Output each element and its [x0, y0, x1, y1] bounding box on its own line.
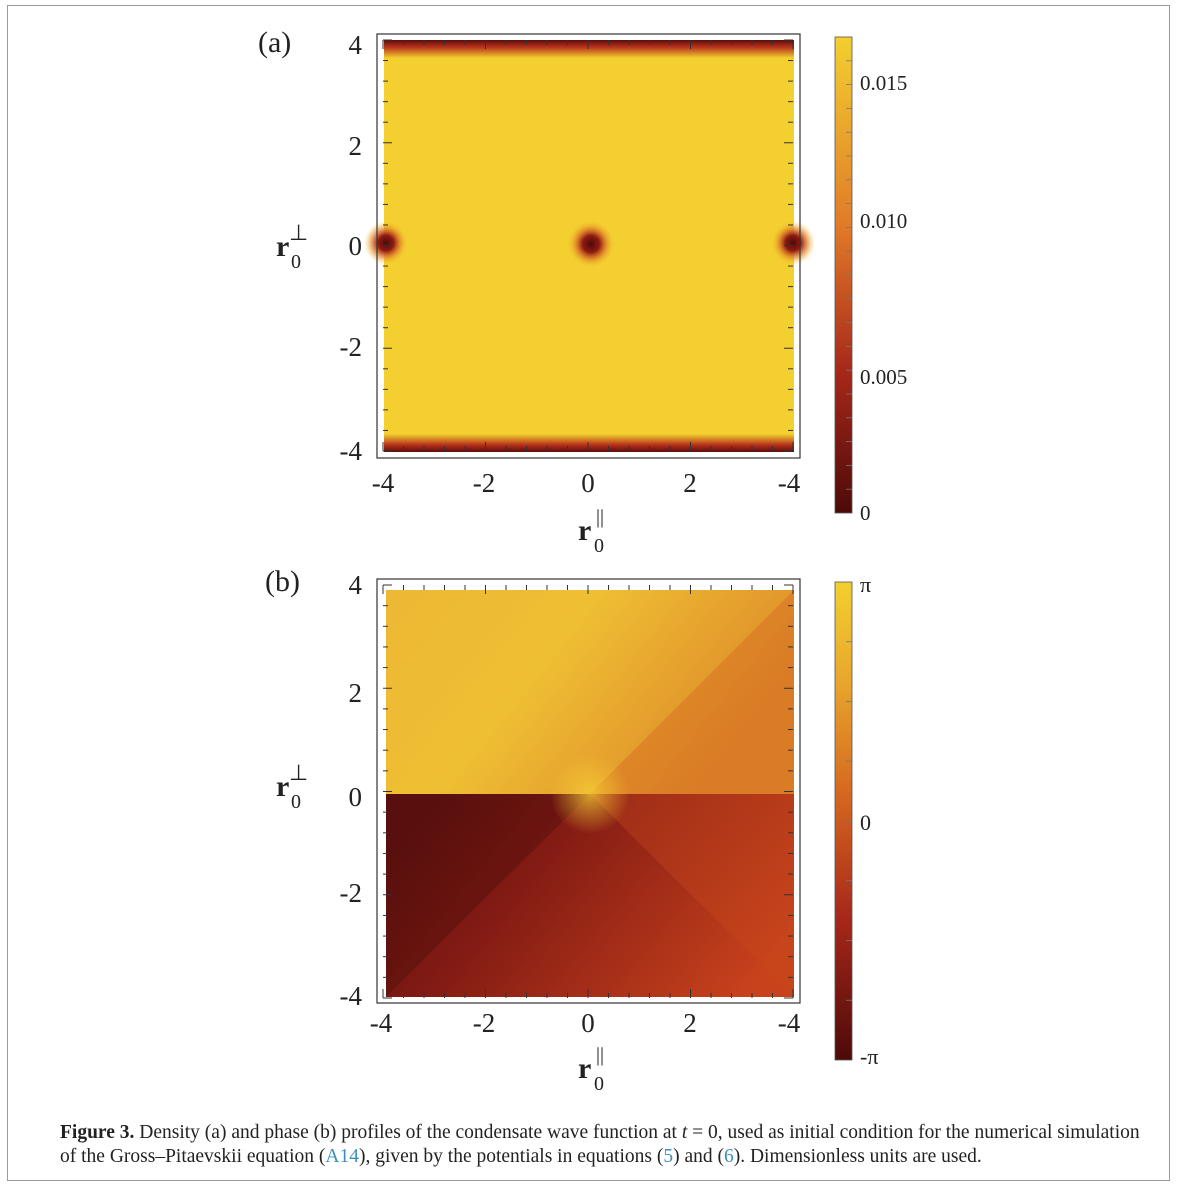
x-tick: -4 [370, 1008, 393, 1038]
caption-text: ) and ( [673, 1146, 724, 1167]
colorbar-tick: 0.015 [860, 71, 907, 95]
colorbar-tick: 0 [860, 810, 871, 835]
panel-b-x-ticks: -4 -2 0 2 -4 [370, 1008, 801, 1038]
x-tick: -2 [473, 468, 496, 498]
caption-text: ). Dimensionless units are used. [733, 1146, 982, 1167]
x-tick: 0 [581, 468, 595, 498]
svg-text:||: || [596, 1044, 604, 1066]
y-tick: -4 [340, 981, 363, 1011]
x-tick: -4 [372, 468, 395, 498]
panel-b-ticks [382, 584, 794, 999]
panel-a-label: (a) [258, 26, 291, 59]
y-tick: 2 [349, 131, 363, 161]
svg-text:r: r [276, 230, 289, 263]
panel-b-y-axis-label: r 0 ⊥ [276, 760, 308, 813]
svg-text:||: || [596, 506, 604, 528]
x-tick: -4 [778, 468, 801, 498]
y-tick: 4 [349, 570, 363, 600]
svg-text:0: 0 [291, 791, 301, 813]
vortex-right [771, 221, 815, 265]
caption-prefix: Figure 3. [60, 1122, 135, 1143]
y-tick: -2 [340, 878, 363, 908]
x-tick: -4 [778, 1008, 801, 1038]
panel-b: (b) 4 2 0 -2 -4 -4 -2 0 2 -4 [265, 565, 878, 1095]
caption-text: Density (a) and phase (b) profiles of th… [134, 1122, 682, 1143]
caption-text: ), given by the potentials in equations … [358, 1146, 664, 1167]
y-tick: 0 [349, 231, 363, 261]
caption-text: , used as initial condition for the nume… [60, 1122, 1140, 1167]
vortex-center [567, 220, 615, 268]
svg-text:r: r [276, 770, 289, 803]
colorbar-tick: 0.010 [860, 209, 907, 233]
y-tick: 0 [349, 782, 363, 812]
panel-b-x-axis-label: r 0 || [578, 1044, 604, 1095]
figure-svg: (a) 4 2 0 -2 -4 -4 -2 0 2 -4 [258, 26, 907, 1095]
svg-text:r: r [578, 1052, 591, 1085]
phase-heatmap [386, 590, 794, 997]
x-tick: 2 [683, 1008, 697, 1038]
y-tick: 2 [349, 678, 363, 708]
svg-text:⊥: ⊥ [289, 760, 308, 785]
caption-math: t [681, 1122, 688, 1143]
density-heatmap [364, 40, 815, 452]
y-tick: -2 [340, 332, 363, 362]
svg-text:⊥: ⊥ [289, 220, 308, 245]
y-tick: 4 [349, 30, 363, 60]
panel-b-axes-frame [376, 578, 801, 1004]
figure-caption: Figure 3. Density (a) and phase (b) prof… [60, 1121, 1150, 1169]
vortex-left [364, 221, 408, 265]
caption-ref-link[interactable]: A14 [325, 1146, 359, 1167]
panel-a-x-ticks: -4 -2 0 2 -4 [372, 468, 801, 498]
panel-a-y-ticks: 4 2 0 -2 -4 [340, 30, 363, 466]
colorbar-tick: 0 [860, 501, 871, 525]
colorbar-tick: 0.005 [860, 365, 907, 389]
caption-text: = 0 [687, 1122, 718, 1143]
panel-b-label: (b) [265, 565, 300, 598]
figure-frame [7, 5, 1170, 1181]
x-tick: 2 [683, 468, 697, 498]
panel-a-x-axis-label: r 0 || [578, 506, 604, 557]
caption-ref-link[interactable]: 6 [723, 1146, 734, 1167]
svg-text:0: 0 [594, 1073, 604, 1095]
caption-ref-link[interactable]: 5 [663, 1146, 674, 1167]
svg-text:r: r [578, 514, 591, 547]
panel-a-colorbar: 0.015 0.010 0.005 0 [834, 36, 907, 525]
panel-a: (a) 4 2 0 -2 -4 -4 -2 0 2 -4 [258, 26, 907, 557]
colorbar-tick: π [860, 572, 871, 597]
x-tick: -2 [473, 1008, 496, 1038]
svg-text:0: 0 [594, 535, 604, 557]
panel-b-y-ticks: 4 2 0 -2 -4 [340, 570, 363, 1011]
x-tick: 0 [581, 1008, 595, 1038]
colorbar-tick: -π [860, 1044, 878, 1069]
panel-a-ticks [382, 39, 794, 452]
panel-b-colorbar: π 0 -π [834, 572, 878, 1069]
panel-a-y-axis-label: r 0 ⊥ [276, 220, 308, 273]
y-tick: -4 [340, 436, 363, 466]
svg-text:0: 0 [291, 251, 301, 273]
panel-a-axes-frame [376, 33, 801, 459]
